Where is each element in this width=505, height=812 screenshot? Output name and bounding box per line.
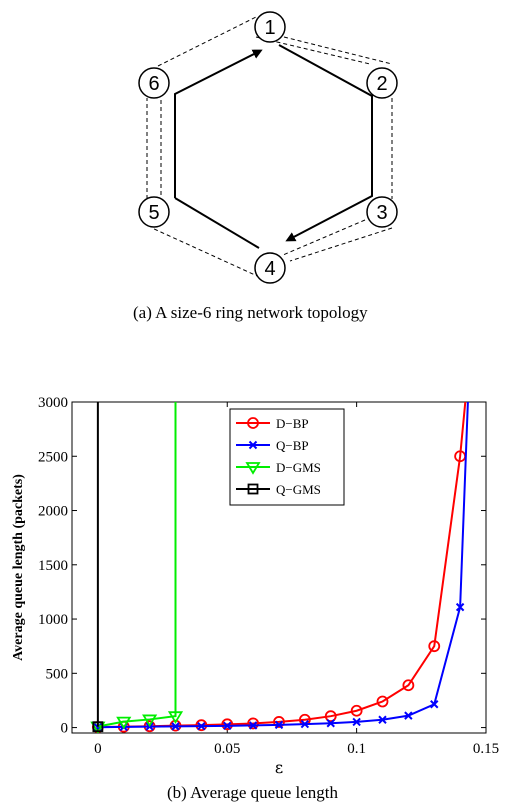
x-tick-label: 0 — [94, 741, 102, 757]
ring-nodes — [138, 11, 398, 284]
data-point — [171, 722, 180, 731]
data-point — [274, 720, 284, 730]
series-3 — [92, 402, 104, 733]
x-axis-label: ε — [275, 758, 283, 777]
legend-label: D−GMS — [276, 460, 321, 475]
solid-flow-paths — [174, 44, 373, 249]
data-point — [350, 704, 363, 717]
y-axis-label: Average queue length (packets) — [11, 474, 26, 661]
data-point — [376, 695, 389, 708]
y-tick-label: 1000 — [38, 612, 68, 628]
data-point — [247, 483, 259, 495]
node-2 — [366, 67, 398, 99]
data-point — [430, 700, 439, 709]
dashed-ring-links — [146, 16, 393, 281]
data-point — [300, 719, 310, 729]
y-tick-label: 1500 — [38, 558, 68, 574]
data-point — [245, 462, 261, 475]
data-point — [352, 717, 361, 727]
x-tick-label: 0.15 — [473, 741, 499, 757]
node-label-5: 5 — [148, 202, 159, 224]
series-line — [97, 402, 177, 728]
data-point — [402, 679, 415, 692]
data-point — [116, 716, 132, 730]
y-tick-label: 0 — [61, 721, 69, 737]
x-tick-label: 0.05 — [214, 741, 240, 757]
series-line — [97, 402, 469, 729]
data-point — [455, 602, 465, 612]
y-tick-label: 500 — [46, 666, 69, 682]
legend-label: D−BP — [276, 416, 309, 431]
ring-topology-diagram: 1 2 3 4 5 6 — [138, 11, 398, 284]
node-4 — [254, 252, 286, 284]
y-tick-label: 2000 — [38, 504, 68, 520]
data-point — [324, 710, 337, 723]
data-point — [247, 717, 260, 730]
data-point — [273, 716, 285, 728]
queue-length-chart: 0 0.05 0.1 0.15 0 500 1000 1500 2000 2500 3000 D−B… — [11, 395, 499, 777]
node-label-1: 1 — [264, 17, 275, 39]
series-1 — [93, 402, 469, 732]
data-point — [167, 711, 184, 724]
data-series — [90, 402, 469, 733]
node-5 — [138, 196, 170, 228]
figure-b-caption: (b) Average queue length — [166, 783, 339, 802]
node-label-3: 3 — [376, 202, 387, 224]
node-label-2: 2 — [376, 73, 387, 95]
series-2 — [90, 402, 184, 733]
figure-a-caption: (a) A size-6 ring network topology — [133, 303, 368, 322]
legend-label: Q−GMS — [276, 482, 321, 497]
node-label-4: 4 — [264, 258, 275, 280]
data-point — [92, 721, 104, 733]
ring-node-labels: 1 2 3 4 5 6 — [148, 17, 387, 280]
data-point — [142, 714, 158, 728]
data-point — [248, 721, 258, 730]
data-point — [378, 715, 387, 724]
node-label-6: 6 — [148, 73, 159, 95]
node-1 — [254, 11, 286, 43]
y-tick-label: 2500 — [38, 449, 68, 465]
data-point — [223, 721, 232, 731]
y-tick-label: 3000 — [38, 395, 68, 411]
axis-ticks: 0 0.05 0.1 0.15 0 500 1000 1500 2000 2500 3000 — [38, 395, 499, 757]
data-point — [221, 718, 234, 731]
x-tick-label: 0.1 — [347, 741, 366, 757]
data-point — [248, 440, 258, 450]
data-point — [197, 721, 206, 731]
node-6 — [138, 67, 170, 99]
data-point — [247, 417, 259, 429]
data-point — [404, 711, 413, 720]
node-3 — [366, 196, 398, 228]
data-point — [326, 719, 335, 728]
legend-label: Q−BP — [276, 438, 309, 453]
legend: D−BP Q−BP D−GMS Q−GMS — [229, 408, 345, 506]
data-point — [428, 640, 441, 653]
